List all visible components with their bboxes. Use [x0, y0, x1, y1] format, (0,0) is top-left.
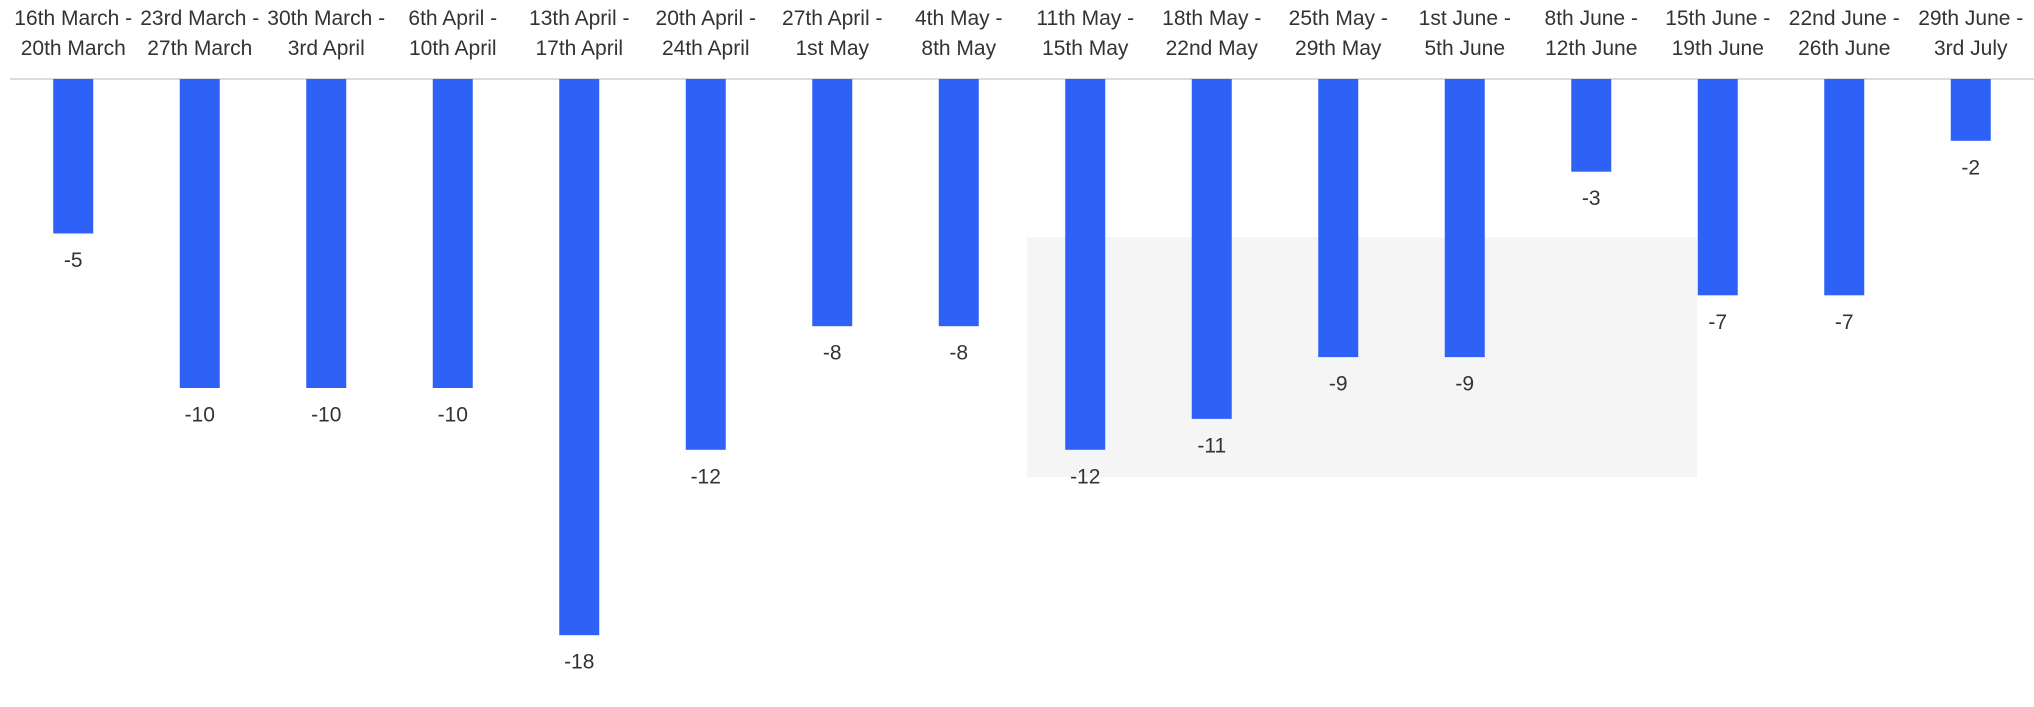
- x-tick-label: 25th May - 29th May: [1288, 7, 1388, 60]
- value-label: -9: [1455, 373, 1474, 396]
- value-label: -3: [1582, 187, 1601, 210]
- value-label: -2: [1961, 156, 1980, 179]
- x-tick-label: 23rd March - 27th March: [140, 7, 260, 60]
- bar: [179, 79, 220, 388]
- bar: [1444, 79, 1485, 358]
- x-tick-label: 30th March - 3rd April: [267, 7, 386, 60]
- x-tick-label: 6th April - 10th April: [408, 7, 498, 60]
- bar: [812, 79, 853, 327]
- x-tick-label: 22nd June - 26th June: [1788, 7, 1900, 60]
- x-tick-label: 4th May - 8th May: [914, 7, 1003, 60]
- value-label: -10: [311, 404, 341, 427]
- bar: [1191, 79, 1232, 419]
- bar: [685, 79, 726, 450]
- bar: [1697, 79, 1738, 296]
- value-label: -7: [1708, 311, 1727, 334]
- value-label: -10: [438, 404, 468, 427]
- bar: [1571, 79, 1612, 172]
- bar: [53, 79, 94, 234]
- bar: [432, 79, 473, 388]
- highlight-region: [1027, 237, 1697, 477]
- x-tick-label: 27th April - 1st May: [782, 7, 883, 60]
- bar: [1065, 79, 1106, 450]
- x-tick-label: 1st June - 5th June: [1418, 7, 1511, 60]
- x-tick-label: 8th June - 12th June: [1544, 7, 1638, 60]
- x-tick-label: 13th April - 17th April: [529, 7, 630, 60]
- x-tick-label: 11th May - 15th May: [1036, 7, 1135, 60]
- bar: [1318, 79, 1359, 358]
- value-label: -8: [823, 342, 842, 365]
- bar: [306, 79, 347, 388]
- x-tick-label: 16th March - 20th March: [14, 7, 133, 60]
- value-label: -10: [185, 404, 215, 427]
- x-tick-label: 20th April - 24th April: [655, 7, 756, 60]
- value-label: -12: [1070, 465, 1100, 488]
- value-label: -7: [1835, 311, 1854, 334]
- x-tick-label: 15th June - 19th June: [1665, 7, 1771, 60]
- x-tick-label: 29th June - 3rd July: [1918, 7, 2024, 60]
- value-label: -18: [564, 651, 594, 674]
- value-label: -8: [949, 342, 968, 365]
- value-label: -5: [64, 249, 83, 272]
- value-label: -11: [1197, 434, 1226, 457]
- value-label: -9: [1329, 373, 1348, 396]
- x-tick-label: 18th May - 22nd May: [1162, 7, 1262, 60]
- bar: [1824, 79, 1865, 296]
- value-label: -12: [691, 465, 721, 488]
- bar: [559, 79, 600, 636]
- bar: [938, 79, 979, 327]
- bar: [1950, 79, 1991, 141]
